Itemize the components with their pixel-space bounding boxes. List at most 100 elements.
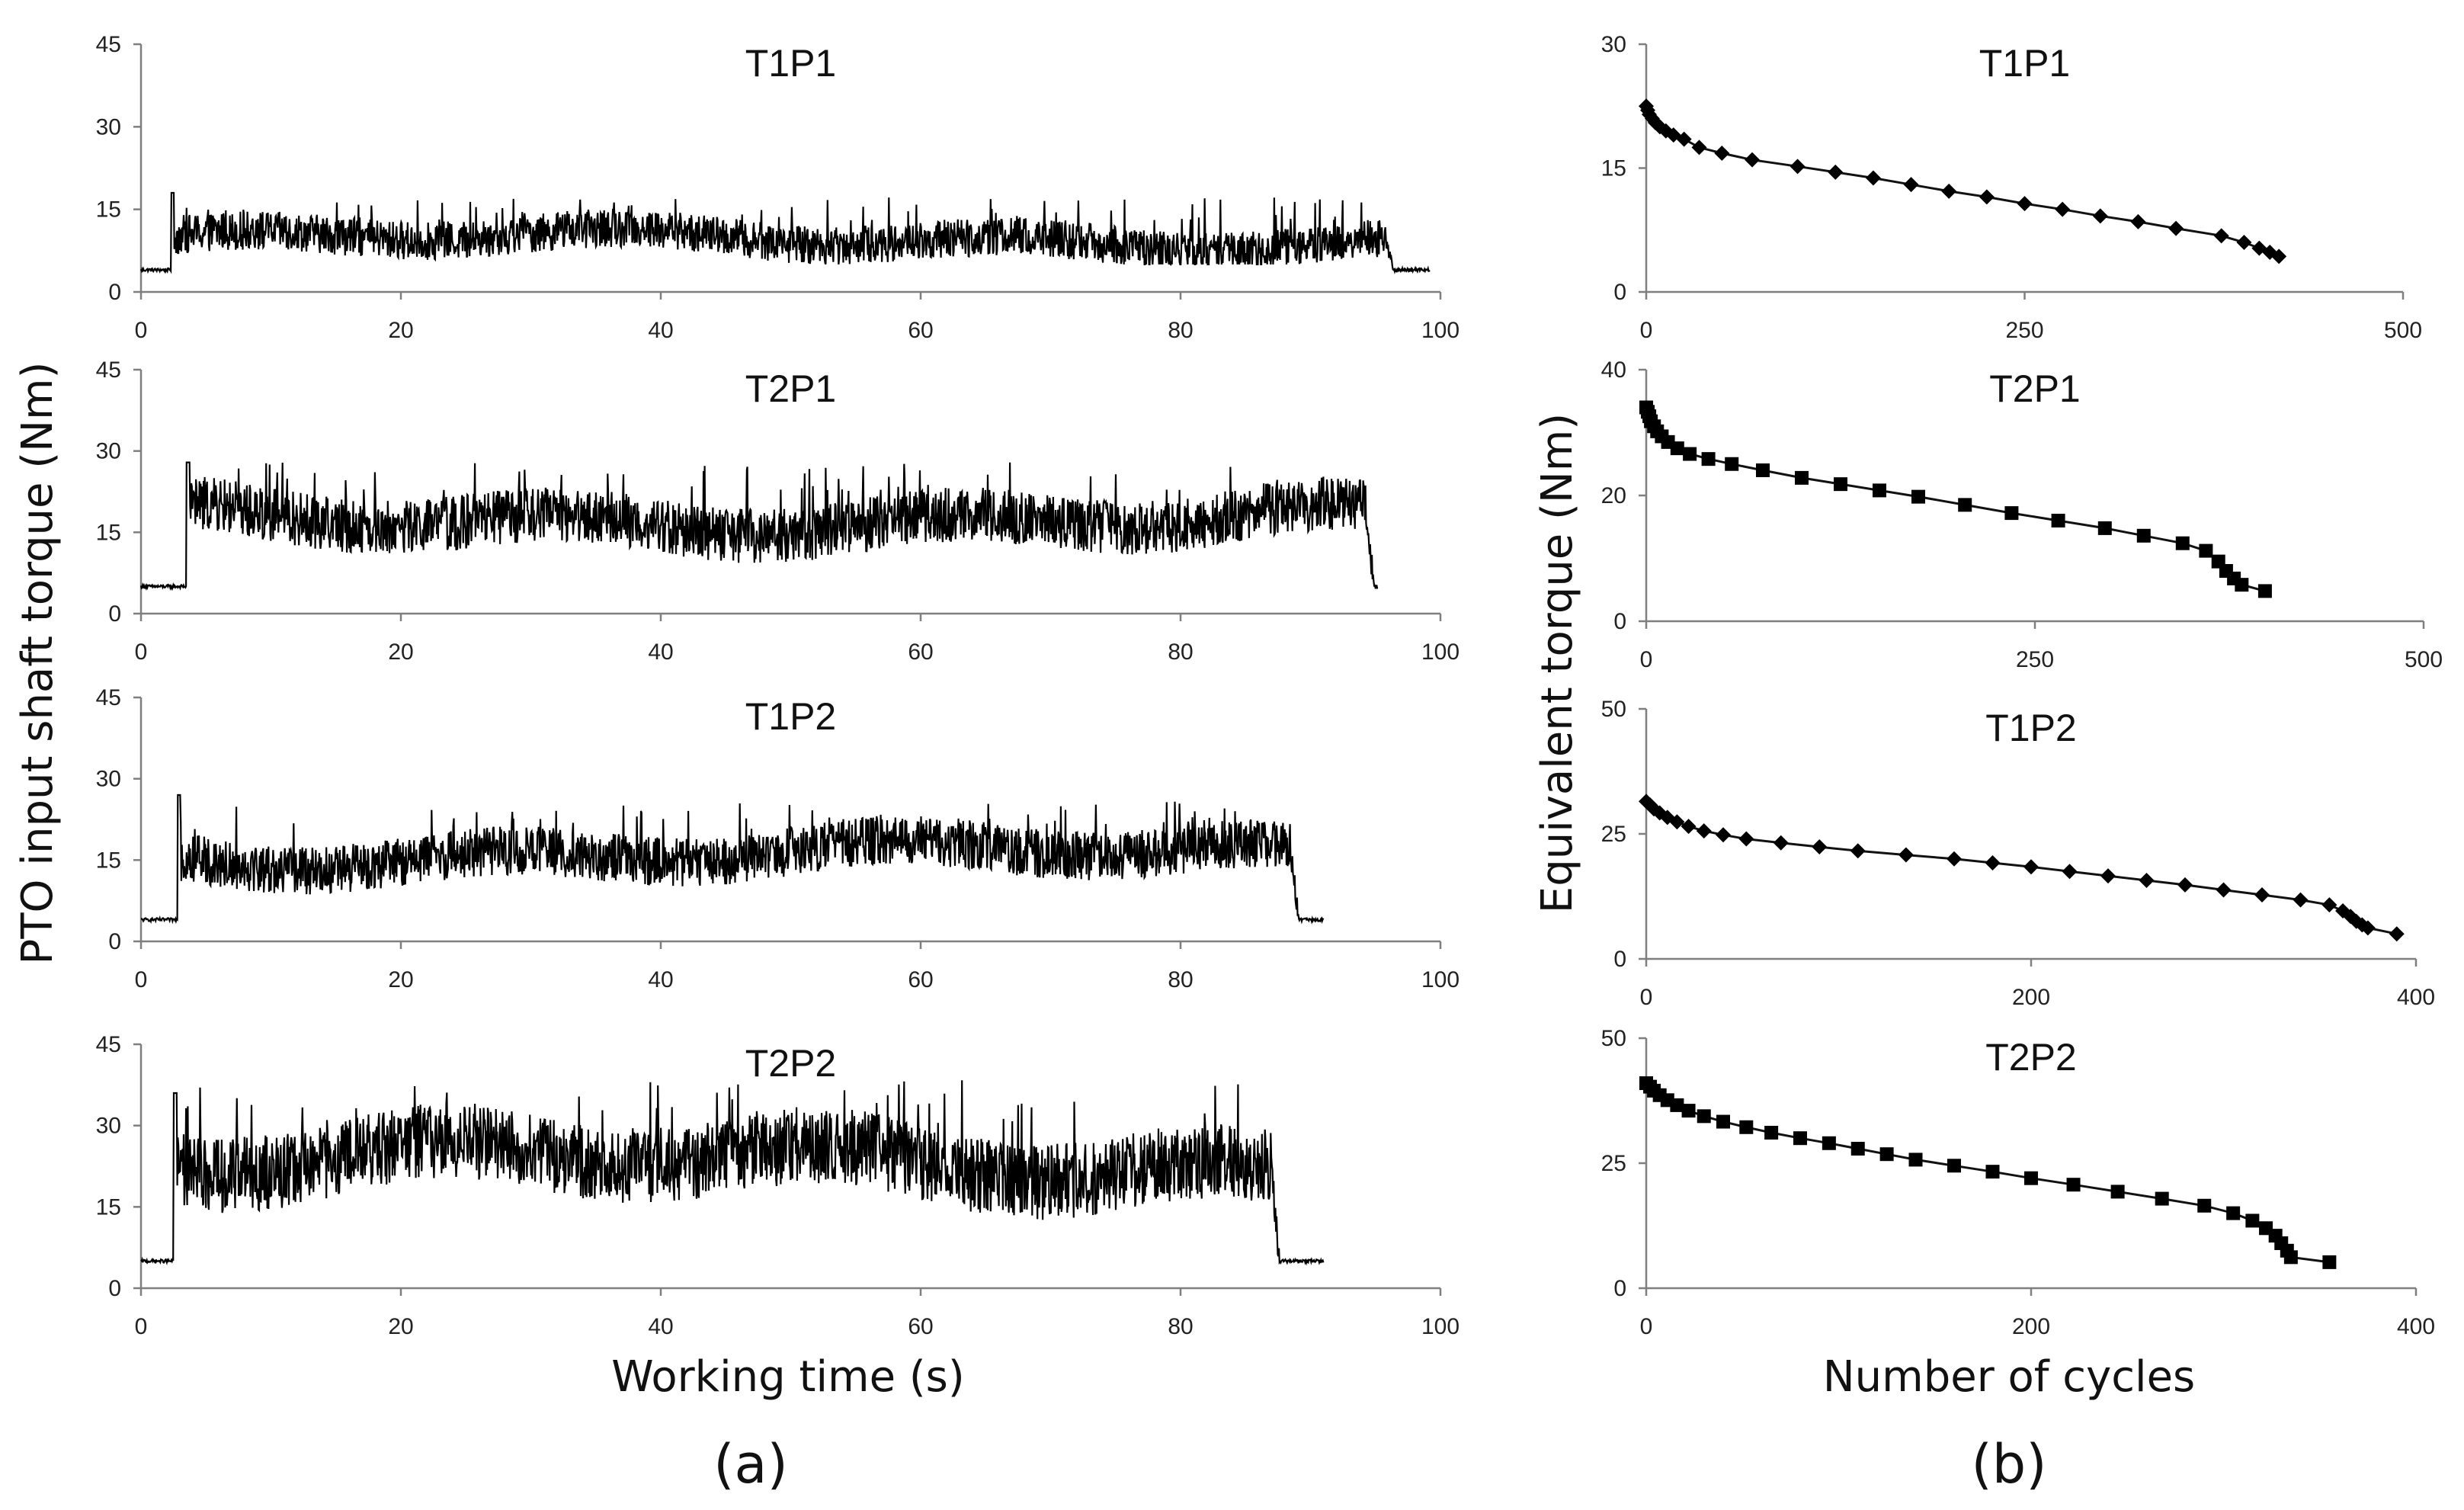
x-tick-label: 0 [135, 967, 148, 992]
data-point [1822, 1136, 1836, 1150]
data-point [2322, 1255, 2337, 1269]
data-point [1828, 164, 1844, 180]
x-tick-label: 20 [388, 318, 413, 343]
data-point [1745, 152, 1761, 168]
y-tick-label: 30 [96, 767, 121, 792]
y-tick-label: 40 [1601, 357, 1626, 383]
y-tick-label: 45 [96, 357, 121, 383]
chart-b-t2p1: 0 20 40 0 250 500 T2P1 [1601, 357, 2443, 672]
data-point [1911, 489, 1925, 504]
chart-title: T1P1 [745, 42, 837, 85]
data-point [2051, 514, 2065, 527]
y-tick-label: 30 [96, 114, 121, 139]
chart-a-t2p1: 0 15 30 45 0 20 40 60 80 100 T2P1 [96, 357, 1459, 665]
data-point [1947, 1159, 1961, 1173]
y-tick-label: 30 [96, 1114, 121, 1139]
x-tick-label: 0 [1640, 318, 1653, 343]
data-point [2177, 877, 2193, 893]
x-tick-label: 80 [1168, 1314, 1193, 1339]
y-tick-label: 0 [1613, 609, 1626, 634]
chart-a-t2p2: 0 15 30 45 0 20 40 60 80 100 T2P2 [96, 1032, 1459, 1339]
chart-a-t1p1: 0 15 30 45 0 20 40 60 80 100 T1P1 [96, 32, 1459, 343]
y-tick-label: 20 [1601, 483, 1626, 508]
x-tick-label: 0 [135, 640, 148, 665]
data-point [2062, 864, 2078, 880]
x-tick-label: 20 [388, 640, 413, 665]
data-point [2236, 235, 2252, 250]
b-x-axis-label: Number of cycles [1823, 1352, 2195, 1402]
data-point [1756, 463, 1770, 477]
y-tick-label: 0 [108, 929, 121, 954]
x-tick-label: 40 [648, 967, 673, 992]
data-point [2257, 584, 2272, 598]
data-point [2110, 1185, 2125, 1199]
torque-trace [140, 793, 1325, 925]
data-point [2100, 868, 2116, 884]
y-tick-label: 0 [1613, 280, 1626, 305]
data-point [1793, 1131, 1807, 1146]
panel-label-b: (b) [1971, 1433, 2046, 1496]
data-point [1670, 441, 1684, 456]
data-point [2245, 1213, 2260, 1228]
chart-title: T1P2 [745, 695, 837, 738]
chart-title: T2P1 [1989, 367, 2081, 410]
data-point [1696, 823, 1712, 839]
x-tick-label: 100 [1421, 967, 1459, 992]
data-point [2321, 897, 2337, 913]
a-x-axis-label: Working time (s) [611, 1352, 964, 1402]
x-tick-label: 500 [2405, 647, 2443, 672]
y-tick-label: 25 [1601, 1151, 1626, 1176]
chart-title: T2P2 [1985, 1036, 2077, 1079]
data-point [1879, 1147, 1894, 1162]
data-point [1681, 819, 1697, 835]
chart-title: T1P2 [1985, 707, 2077, 749]
y-tick-label: 50 [1601, 697, 1626, 722]
data-point [1691, 139, 1707, 155]
x-tick-label: 40 [648, 318, 673, 343]
x-tick-label: 0 [1640, 985, 1653, 1010]
x-tick-label: 200 [2012, 1314, 2050, 1339]
data-point [2136, 528, 2151, 543]
data-point [1773, 835, 1789, 851]
y-tick-label: 15 [96, 848, 121, 873]
x-tick-label: 60 [908, 1314, 933, 1339]
data-point [2017, 196, 2033, 212]
data-point [2216, 882, 2232, 898]
data-point [1681, 1104, 1696, 1118]
data-point [1676, 131, 1692, 147]
data-point [1979, 189, 1995, 205]
x-tick-label: 250 [2016, 647, 2054, 672]
chart-b-t1p1: 0 15 30 0 250 500 T1P1 [1601, 32, 2422, 343]
y-tick-label: 0 [108, 601, 121, 627]
equivalent-torque-line [1645, 407, 2266, 592]
y-tick-label: 45 [96, 1032, 121, 1057]
y-tick-label: 45 [96, 685, 121, 710]
x-tick-label: 80 [1168, 967, 1193, 992]
x-tick-label: 60 [908, 967, 933, 992]
data-point [1985, 1165, 2000, 1179]
data-point [2155, 1191, 2169, 1206]
data-point [1834, 477, 1847, 492]
data-point [2092, 208, 2108, 224]
y-tick-label: 30 [1601, 32, 1626, 57]
chart-title: T1P1 [1979, 42, 2071, 85]
equivalent-torque-line [1645, 105, 2280, 258]
chart-b-t1p2: 0 25 50 0 200 400 T1P2 [1601, 697, 2435, 1010]
x-tick-label: 0 [135, 1314, 148, 1339]
data-point [1850, 843, 1866, 859]
chart-b-t2p2: 0 25 50 0 200 400 T2P2 [1601, 1026, 2435, 1339]
data-point [1898, 847, 1914, 863]
data-point [2293, 892, 2309, 908]
x-tick-label: 0 [135, 318, 148, 343]
data-point [2197, 1198, 2212, 1213]
y-tick-label: 15 [96, 197, 121, 223]
x-tick-label: 80 [1168, 640, 1193, 665]
y-tick-label: 15 [1601, 156, 1626, 181]
data-point [1725, 457, 1739, 471]
y-tick-label: 45 [96, 32, 121, 57]
y-tick-label: 0 [1613, 947, 1626, 972]
data-point [1908, 1153, 1923, 1167]
data-point [1697, 1109, 1711, 1124]
torque-trace [139, 191, 1431, 274]
